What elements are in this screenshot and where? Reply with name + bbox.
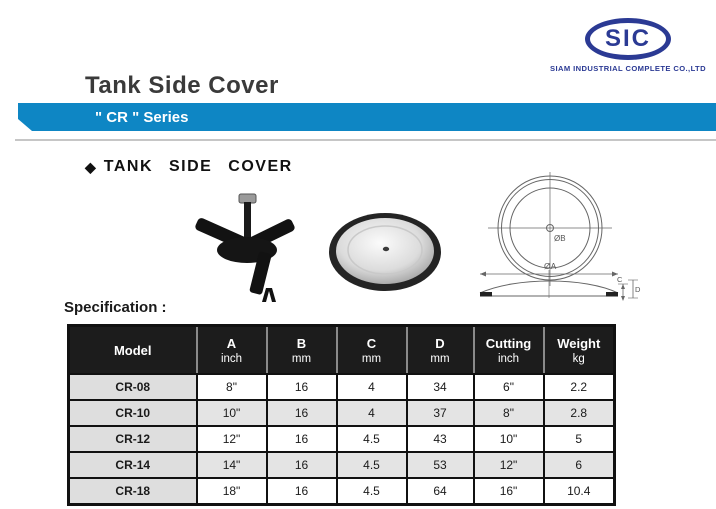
table-row: CR-10 10" 16 4 37 8" 2.8 bbox=[67, 399, 616, 427]
bolt-shaft bbox=[244, 202, 251, 252]
cell-model: CR-18 bbox=[67, 477, 198, 506]
col-label: C bbox=[366, 335, 377, 351]
tripod-bracket-photo bbox=[195, 193, 295, 302]
cell-weight: 2.8 bbox=[542, 399, 616, 427]
col-unit: mm bbox=[291, 352, 312, 365]
cell-a: 18" bbox=[195, 477, 268, 506]
col-label: Weight bbox=[557, 335, 601, 351]
logo-ellipse: SIC bbox=[585, 18, 671, 60]
seal-left bbox=[480, 292, 492, 297]
cell-model: CR-14 bbox=[67, 451, 198, 479]
seal-right bbox=[606, 292, 618, 297]
table-row: CR-12 12" 16 4.5 43 10" 5 bbox=[67, 425, 616, 453]
cell-b: 16 bbox=[265, 477, 338, 506]
dim-arrows-c bbox=[621, 284, 625, 301]
cell-cutting: 10" bbox=[472, 425, 545, 453]
specification-label: Specification : bbox=[64, 299, 167, 316]
cell-c: 4.5 bbox=[335, 477, 408, 506]
cell-weight: 5 bbox=[542, 425, 616, 453]
col-header-d: D mm bbox=[405, 324, 475, 375]
section-heading: ◆ TANK SIDE COVER bbox=[85, 158, 293, 176]
cell-weight: 6 bbox=[542, 451, 616, 479]
logo-acronym: SIC bbox=[604, 25, 651, 52]
cell-weight: 2.2 bbox=[542, 373, 616, 401]
leg-down bbox=[249, 251, 272, 295]
col-label: Model bbox=[113, 342, 152, 358]
cell-b: 16 bbox=[265, 399, 338, 427]
col-unit: mm bbox=[361, 352, 382, 365]
cell-cutting: 8" bbox=[472, 399, 545, 427]
cell-b: 16 bbox=[265, 373, 338, 401]
disc-ring bbox=[347, 225, 423, 275]
table-row: CR-08 8" 16 4 34 6" 2.2 bbox=[67, 373, 616, 401]
col-unit: mm bbox=[430, 352, 450, 365]
technical-drawing: ØB ØA C D bbox=[479, 172, 641, 301]
cell-model: CR-10 bbox=[67, 399, 198, 427]
cell-model: CR-12 bbox=[67, 425, 198, 453]
cell-model: CR-08 bbox=[67, 373, 198, 401]
series-banner-label: " CR " Series bbox=[95, 108, 189, 126]
cell-d: 37 bbox=[405, 399, 475, 427]
cell-b: 16 bbox=[265, 425, 338, 453]
dome-cover-photo bbox=[329, 213, 441, 291]
col-header-model: Model bbox=[67, 324, 198, 375]
label-c: C bbox=[617, 275, 623, 284]
cell-c: 4.5 bbox=[335, 451, 408, 479]
company-name: SIAM INDUSTRIAL COMPLETE CO.,LTD bbox=[550, 64, 706, 73]
banner-divider bbox=[15, 139, 716, 141]
bolt-cap bbox=[238, 193, 257, 204]
cell-d: 53 bbox=[405, 451, 475, 479]
cell-c: 4 bbox=[335, 399, 408, 427]
col-label: D bbox=[435, 335, 445, 351]
col-header-a: A inch bbox=[195, 324, 268, 375]
center-hole bbox=[546, 224, 554, 232]
col-header-weight: Weight kg bbox=[542, 324, 616, 375]
cell-a: 14" bbox=[195, 451, 268, 479]
col-label: B bbox=[296, 335, 307, 351]
cell-a: 10" bbox=[195, 399, 268, 427]
label-diameter-a: ØA bbox=[544, 261, 557, 271]
col-unit: inch bbox=[497, 352, 520, 365]
diamond-bullet-icon: ◆ bbox=[85, 158, 96, 175]
col-header-c: C mm bbox=[335, 324, 408, 375]
table-header-row: Model A inch B mm C mm D mm bbox=[67, 324, 616, 375]
label-diameter-b: ØB bbox=[554, 234, 566, 243]
cell-c: 4 bbox=[335, 373, 408, 401]
dome-arc bbox=[479, 280, 619, 294]
cell-d: 34 bbox=[405, 373, 475, 401]
col-header-b: B mm bbox=[265, 324, 338, 375]
col-header-cutting: Cutting inch bbox=[472, 324, 545, 375]
series-banner: " CR " Series bbox=[18, 103, 716, 131]
col-unit: inch bbox=[220, 352, 243, 365]
cell-c: 4.5 bbox=[335, 425, 408, 453]
section-heading-label: TANK SIDE COVER bbox=[103, 158, 293, 175]
cell-d: 43 bbox=[405, 425, 475, 453]
page-title: Tank Side Cover bbox=[85, 72, 279, 99]
table-row: CR-18 18" 16 4.5 64 16" 10.4 bbox=[67, 477, 616, 506]
cell-cutting: 16" bbox=[472, 477, 545, 506]
col-label: Cutting bbox=[485, 335, 532, 351]
cell-cutting: 6" bbox=[472, 373, 545, 401]
col-unit: kg bbox=[572, 352, 585, 365]
disc-center-hole bbox=[382, 246, 390, 252]
cell-b: 16 bbox=[265, 451, 338, 479]
cell-a: 8" bbox=[195, 373, 268, 401]
company-logo: SIC SIAM INDUSTRIAL COMPLETE CO.,LTD bbox=[540, 18, 716, 73]
leg-fork bbox=[262, 288, 276, 302]
cell-cutting: 12" bbox=[472, 451, 545, 479]
col-label: A bbox=[226, 335, 237, 351]
specification-table: Model A inch B mm C mm D mm bbox=[67, 324, 616, 506]
cell-weight: 10.4 bbox=[542, 477, 616, 506]
cell-a: 12" bbox=[195, 425, 268, 453]
cell-d: 64 bbox=[405, 477, 475, 506]
table-row: CR-14 14" 16 4.5 53 12" 6 bbox=[67, 451, 616, 479]
label-d: D bbox=[635, 285, 641, 294]
